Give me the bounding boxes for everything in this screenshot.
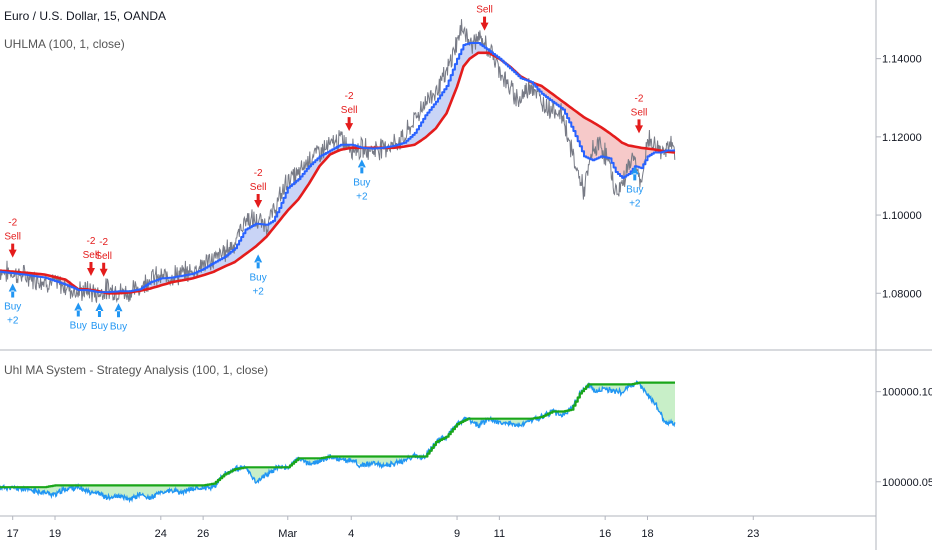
- buy-label: Buy: [91, 321, 108, 332]
- bull-fill-region: [103, 144, 364, 294]
- sell-arrow-icon: [86, 261, 95, 276]
- time-tick-label: 11: [494, 528, 505, 540]
- sell-qty-label: -2: [87, 236, 96, 247]
- sell-label: Sell: [95, 251, 112, 262]
- buy-qty-label: +2: [252, 286, 264, 297]
- sell-label: Sell: [83, 250, 100, 261]
- equity-tick-label: 100000.05000: [882, 477, 932, 489]
- buy-arrow-icon: [95, 302, 104, 317]
- price-pane[interactable]: [0, 19, 676, 304]
- price-tick-label: 1.12000: [882, 132, 922, 144]
- sell-label: Sell: [476, 5, 493, 16]
- buy-arrow-icon: [74, 302, 83, 317]
- time-tick-label: 19: [49, 528, 61, 540]
- strategy-pane-title: Uhl MA System - Strategy Analysis (100, …: [4, 363, 269, 377]
- sell-arrow-icon: [254, 194, 263, 209]
- sell-qty-label: -2: [345, 91, 354, 102]
- price-line: [0, 19, 676, 304]
- price-axis-labels: 1.14000 1.12000 1.10000 1.08000: [876, 54, 922, 300]
- sell-arrow-icon: [345, 117, 354, 132]
- trade-signals: Sell -2 Buy +2 Buy Sell -2 Buy Sell -2 Buy Sell -2 Bu…: [4, 0, 647, 332]
- time-tick-label: Mar: [278, 528, 297, 540]
- price-tick-label: 1.10000: [882, 210, 922, 222]
- time-tick-label: 18: [641, 528, 653, 540]
- buy-arrow-icon: [8, 283, 17, 298]
- buy-label: Buy: [353, 177, 370, 188]
- buy-label: Buy: [250, 272, 267, 283]
- indicator-title: UHLMA (100, 1, close): [4, 37, 125, 51]
- time-tick-label: 4: [348, 528, 354, 540]
- price-tick-label: 1.14000: [882, 54, 922, 66]
- bear-fill-region: [501, 60, 665, 178]
- equity-peak-line: [0, 381, 675, 489]
- equity-axis-labels: 100000.10000 100000.05000: [876, 387, 932, 489]
- sell-arrow-icon: [480, 16, 489, 31]
- uhlma-fast-line: [0, 42, 675, 294]
- drawdown-fill: [0, 382, 675, 500]
- buy-label: Buy: [626, 184, 643, 195]
- equity-pane[interactable]: [0, 380, 676, 504]
- buy-qty-label: +2: [629, 198, 641, 209]
- time-axis-labels[interactable]: 17 19 24 26 Mar 4 9 11 16 18 23: [7, 516, 760, 540]
- sell-label: Sell: [631, 107, 648, 118]
- time-tick-label: 26: [197, 528, 209, 540]
- time-tick-label: 17: [7, 528, 19, 540]
- time-tick-label: 9: [454, 528, 460, 540]
- equity-tick-label: 100000.10000: [882, 387, 932, 399]
- buy-qty-label: +2: [356, 191, 368, 202]
- buy-arrow-icon: [114, 303, 123, 318]
- time-tick-label: 16: [599, 528, 611, 540]
- sell-arrow-icon: [99, 262, 108, 277]
- time-tick-label: 24: [155, 528, 167, 540]
- sell-label: Sell: [250, 182, 267, 193]
- sell-qty-label: -2: [480, 0, 489, 2]
- time-tick-label: 23: [747, 528, 759, 540]
- sell-label: Sell: [341, 105, 358, 116]
- buy-arrow-icon: [357, 159, 366, 174]
- sell-qty-label: -2: [99, 237, 108, 248]
- sell-qty-label: -2: [635, 93, 644, 104]
- sell-arrow-icon: [8, 243, 17, 258]
- sell-qty-label: -2: [8, 218, 17, 229]
- buy-qty-label: +2: [7, 316, 19, 327]
- buy-label: Buy: [70, 320, 87, 331]
- buy-arrow-icon: [630, 166, 639, 181]
- symbol-title: Euro / U.S. Dollar, 15, OANDA: [4, 9, 167, 23]
- buy-label: Buy: [4, 302, 21, 313]
- uhlma-slow-line: [0, 51, 676, 295]
- equity-line: [0, 380, 676, 504]
- buy-arrow-icon: [254, 254, 263, 269]
- sell-arrow-icon: [635, 119, 644, 134]
- buy-label: Buy: [110, 321, 127, 332]
- sell-qty-label: -2: [254, 168, 263, 179]
- price-tick-label: 1.08000: [882, 288, 922, 300]
- sell-label: Sell: [4, 232, 21, 243]
- right-price-scale[interactable]: [876, 0, 932, 550]
